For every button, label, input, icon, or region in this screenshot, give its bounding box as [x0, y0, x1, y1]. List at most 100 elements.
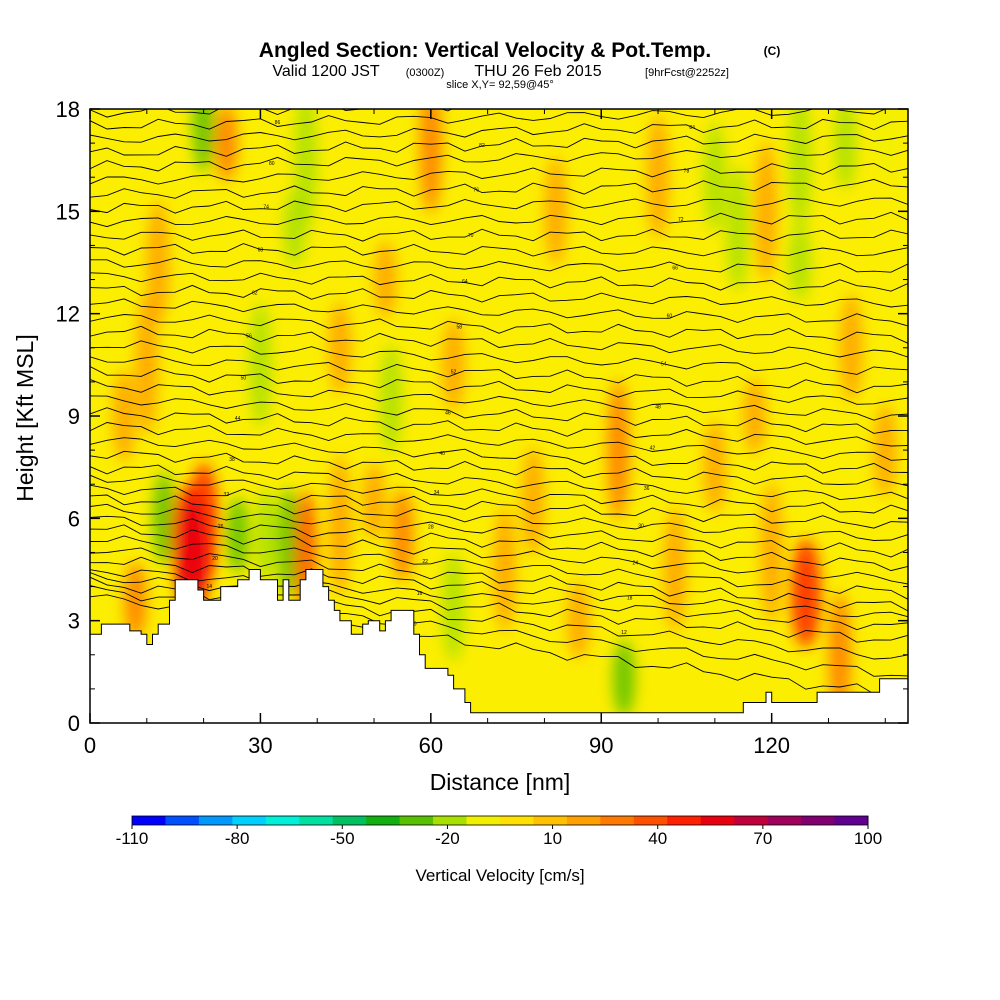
- velocity-cell: [226, 497, 249, 574]
- theta-contour-line: [90, 133, 908, 157]
- velocity-cell: [567, 582, 590, 659]
- theta-contour-line: [90, 556, 908, 618]
- colorbar-swatch: [801, 816, 836, 825]
- colorbar-swatch: [299, 816, 334, 825]
- theta-contour-label: 70: [468, 233, 474, 239]
- valid-date: THU 26 Feb 2015: [474, 63, 601, 80]
- y-tick-label: 6: [68, 506, 80, 531]
- colorbar-swatch: [232, 816, 267, 825]
- velocity-cell: [840, 293, 863, 402]
- velocity-cell: [544, 157, 567, 266]
- theta-contour-line: [90, 366, 908, 405]
- colorbar-swatch: [566, 816, 601, 825]
- theta-contour-label: 60: [667, 314, 673, 320]
- theta-contour-label: 14: [207, 584, 213, 590]
- theta-contour-label: 64: [462, 279, 468, 285]
- theta-contour-line: [90, 178, 908, 199]
- plot-area: 8101214161820222426283032343638404244464…: [90, 102, 908, 723]
- velocity-cell: [874, 404, 897, 497]
- x-axis-title: Distance [nm]: [430, 769, 571, 795]
- x-tick-label: 90: [589, 733, 613, 758]
- theta-contour-line: [90, 494, 908, 541]
- velocity-cell: [328, 455, 351, 596]
- theta-contour-line: [90, 524, 908, 585]
- theta-contour-label: 58: [456, 324, 462, 330]
- theta-contour-line: [90, 272, 908, 292]
- theta-contour-line: [90, 484, 908, 529]
- colorbar-label: -80: [225, 829, 250, 848]
- theta-contour-line: [90, 284, 908, 308]
- valid-time-prefix: Valid 1200 JST: [272, 63, 380, 80]
- velocity-cell: [328, 301, 351, 394]
- theta-contour-line: [90, 355, 908, 394]
- theta-contour-label: 20: [212, 556, 218, 562]
- theta-contour-line: [90, 395, 908, 434]
- theta-contour-line: [90, 515, 908, 572]
- theta-contour-line: [90, 569, 908, 631]
- colorbar-label: 100: [854, 829, 882, 848]
- colorbar-swatch: [734, 816, 769, 825]
- theta-contour-label: 16: [417, 591, 423, 597]
- theta-contour-line: [90, 325, 908, 358]
- velocity-cell: [607, 380, 630, 521]
- theta-contour-line: [90, 422, 908, 461]
- colorbar-swatch: [700, 816, 735, 825]
- theta-contour-line: [90, 474, 908, 514]
- velocity-cell: [522, 447, 545, 556]
- theta-contour-label: 56: [246, 333, 252, 339]
- theta-contour-label: 86: [275, 120, 281, 126]
- colorbar-swatch: [165, 816, 200, 825]
- y-tick-label: 12: [56, 302, 80, 327]
- y-tick-label: 9: [68, 404, 80, 429]
- velocity-cell: [374, 241, 397, 318]
- chart-title-block: Angled Section: Vertical Velocity & Pot.…: [259, 39, 781, 91]
- slice-info: slice X,Y= 92,59@45°: [446, 79, 554, 91]
- velocity-cell: [789, 109, 812, 231]
- y-axis-title: Height [Kft MSL]: [12, 334, 38, 501]
- theta-contour-label: 84: [689, 125, 695, 131]
- velocity-cell: [442, 318, 465, 411]
- colorbar-swatch: [533, 816, 568, 825]
- colorbar-swatch: [466, 816, 501, 825]
- colorbar-label: -110: [116, 829, 149, 848]
- colorbar: -110 -80 -50 -20 10 40 70 100: [116, 815, 882, 848]
- colorbar-swatch: [633, 816, 668, 825]
- theta-contour-label: 50: [241, 375, 247, 381]
- colorbar-swatch: [332, 816, 367, 825]
- theta-contour-label: 30: [638, 523, 644, 529]
- colorbar-swatch: [500, 816, 534, 825]
- colorbar-label: 10: [543, 829, 562, 848]
- theta-contour-label: 88: [485, 102, 491, 108]
- colorbar-label: 70: [753, 829, 772, 848]
- chart-title: Angled Section: Vertical Velocity & Pot.…: [259, 39, 711, 62]
- velocity-cell: [703, 123, 726, 232]
- colorbar-label: -20: [435, 829, 460, 848]
- colorbar-label: 40: [648, 829, 667, 848]
- colorbar-swatch: [767, 816, 802, 825]
- velocity-cell: [135, 294, 158, 435]
- velocity-cell: [743, 378, 766, 454]
- x-axis: 0 30 60 90 120: [84, 109, 886, 758]
- theta-contour-label: 38: [229, 457, 235, 463]
- theta-contour-line: [90, 163, 908, 185]
- colorbar-swatch: [132, 816, 166, 825]
- theta-contour-line: [90, 314, 908, 344]
- theta-contour-line: [90, 147, 908, 172]
- velocity-cell: [192, 109, 215, 173]
- y-tick-label: 3: [68, 609, 80, 634]
- theta-contour-label: 62: [252, 291, 258, 297]
- velocity-cell: [283, 190, 306, 267]
- theta-contour-line: [90, 257, 908, 275]
- colorbar-frame: [131, 815, 869, 826]
- velocity-cell: [442, 553, 465, 662]
- velocity-cell: [363, 463, 386, 540]
- velocity-cell: [215, 109, 238, 182]
- velocity-cell: [113, 370, 136, 462]
- velocity-cell: [726, 166, 749, 291]
- velocity-cell: [790, 539, 821, 648]
- colorbar-swatch: [198, 816, 233, 825]
- colorbar-swatch: [366, 816, 401, 825]
- theta-contours: 8101214161820222426283032343638404244464…: [90, 102, 908, 700]
- theta-contour-line: [90, 437, 908, 474]
